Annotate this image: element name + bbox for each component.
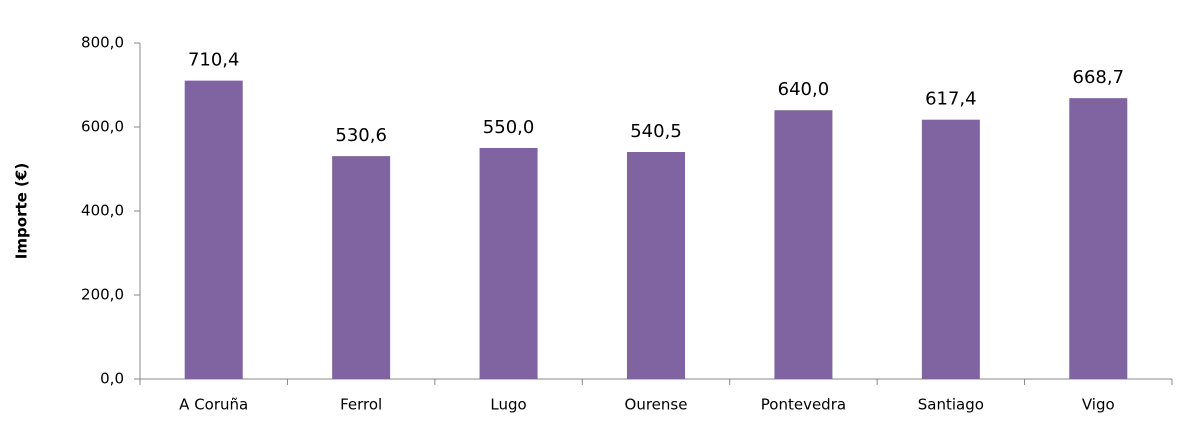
value-label: 550,0 <box>483 117 535 138</box>
y-tick-label: 200,0 <box>81 286 124 304</box>
value-label: 540,5 <box>630 121 682 142</box>
bar <box>184 80 243 379</box>
y-axis-title: Importe (€) <box>13 163 31 259</box>
y-tick-label: 600,0 <box>81 118 124 136</box>
x-tick-label: Ferrol <box>340 396 382 414</box>
y-tick-label: 800,0 <box>81 34 124 52</box>
value-label: 668,7 <box>1073 67 1125 88</box>
bar <box>479 148 538 379</box>
value-label: 617,4 <box>925 89 977 110</box>
y-tick-label: 0,0 <box>100 370 124 388</box>
y-tick-label: 400,0 <box>81 202 124 220</box>
bar <box>774 110 833 379</box>
bar <box>1069 98 1128 380</box>
value-label: 530,6 <box>335 125 387 146</box>
value-label: 640,0 <box>778 79 830 100</box>
x-tick-label: Lugo <box>490 396 526 414</box>
bar <box>627 151 685 379</box>
bar <box>921 119 980 379</box>
x-tick-label: A Coruña <box>179 396 248 414</box>
x-tick-label: Santiago <box>918 396 984 414</box>
x-tick-label: Ourense <box>625 396 688 414</box>
value-label: 710,4 <box>188 50 240 71</box>
bar <box>332 156 391 379</box>
x-tick-label: Vigo <box>1082 396 1115 414</box>
x-tick-label: Pontevedra <box>761 396 846 414</box>
